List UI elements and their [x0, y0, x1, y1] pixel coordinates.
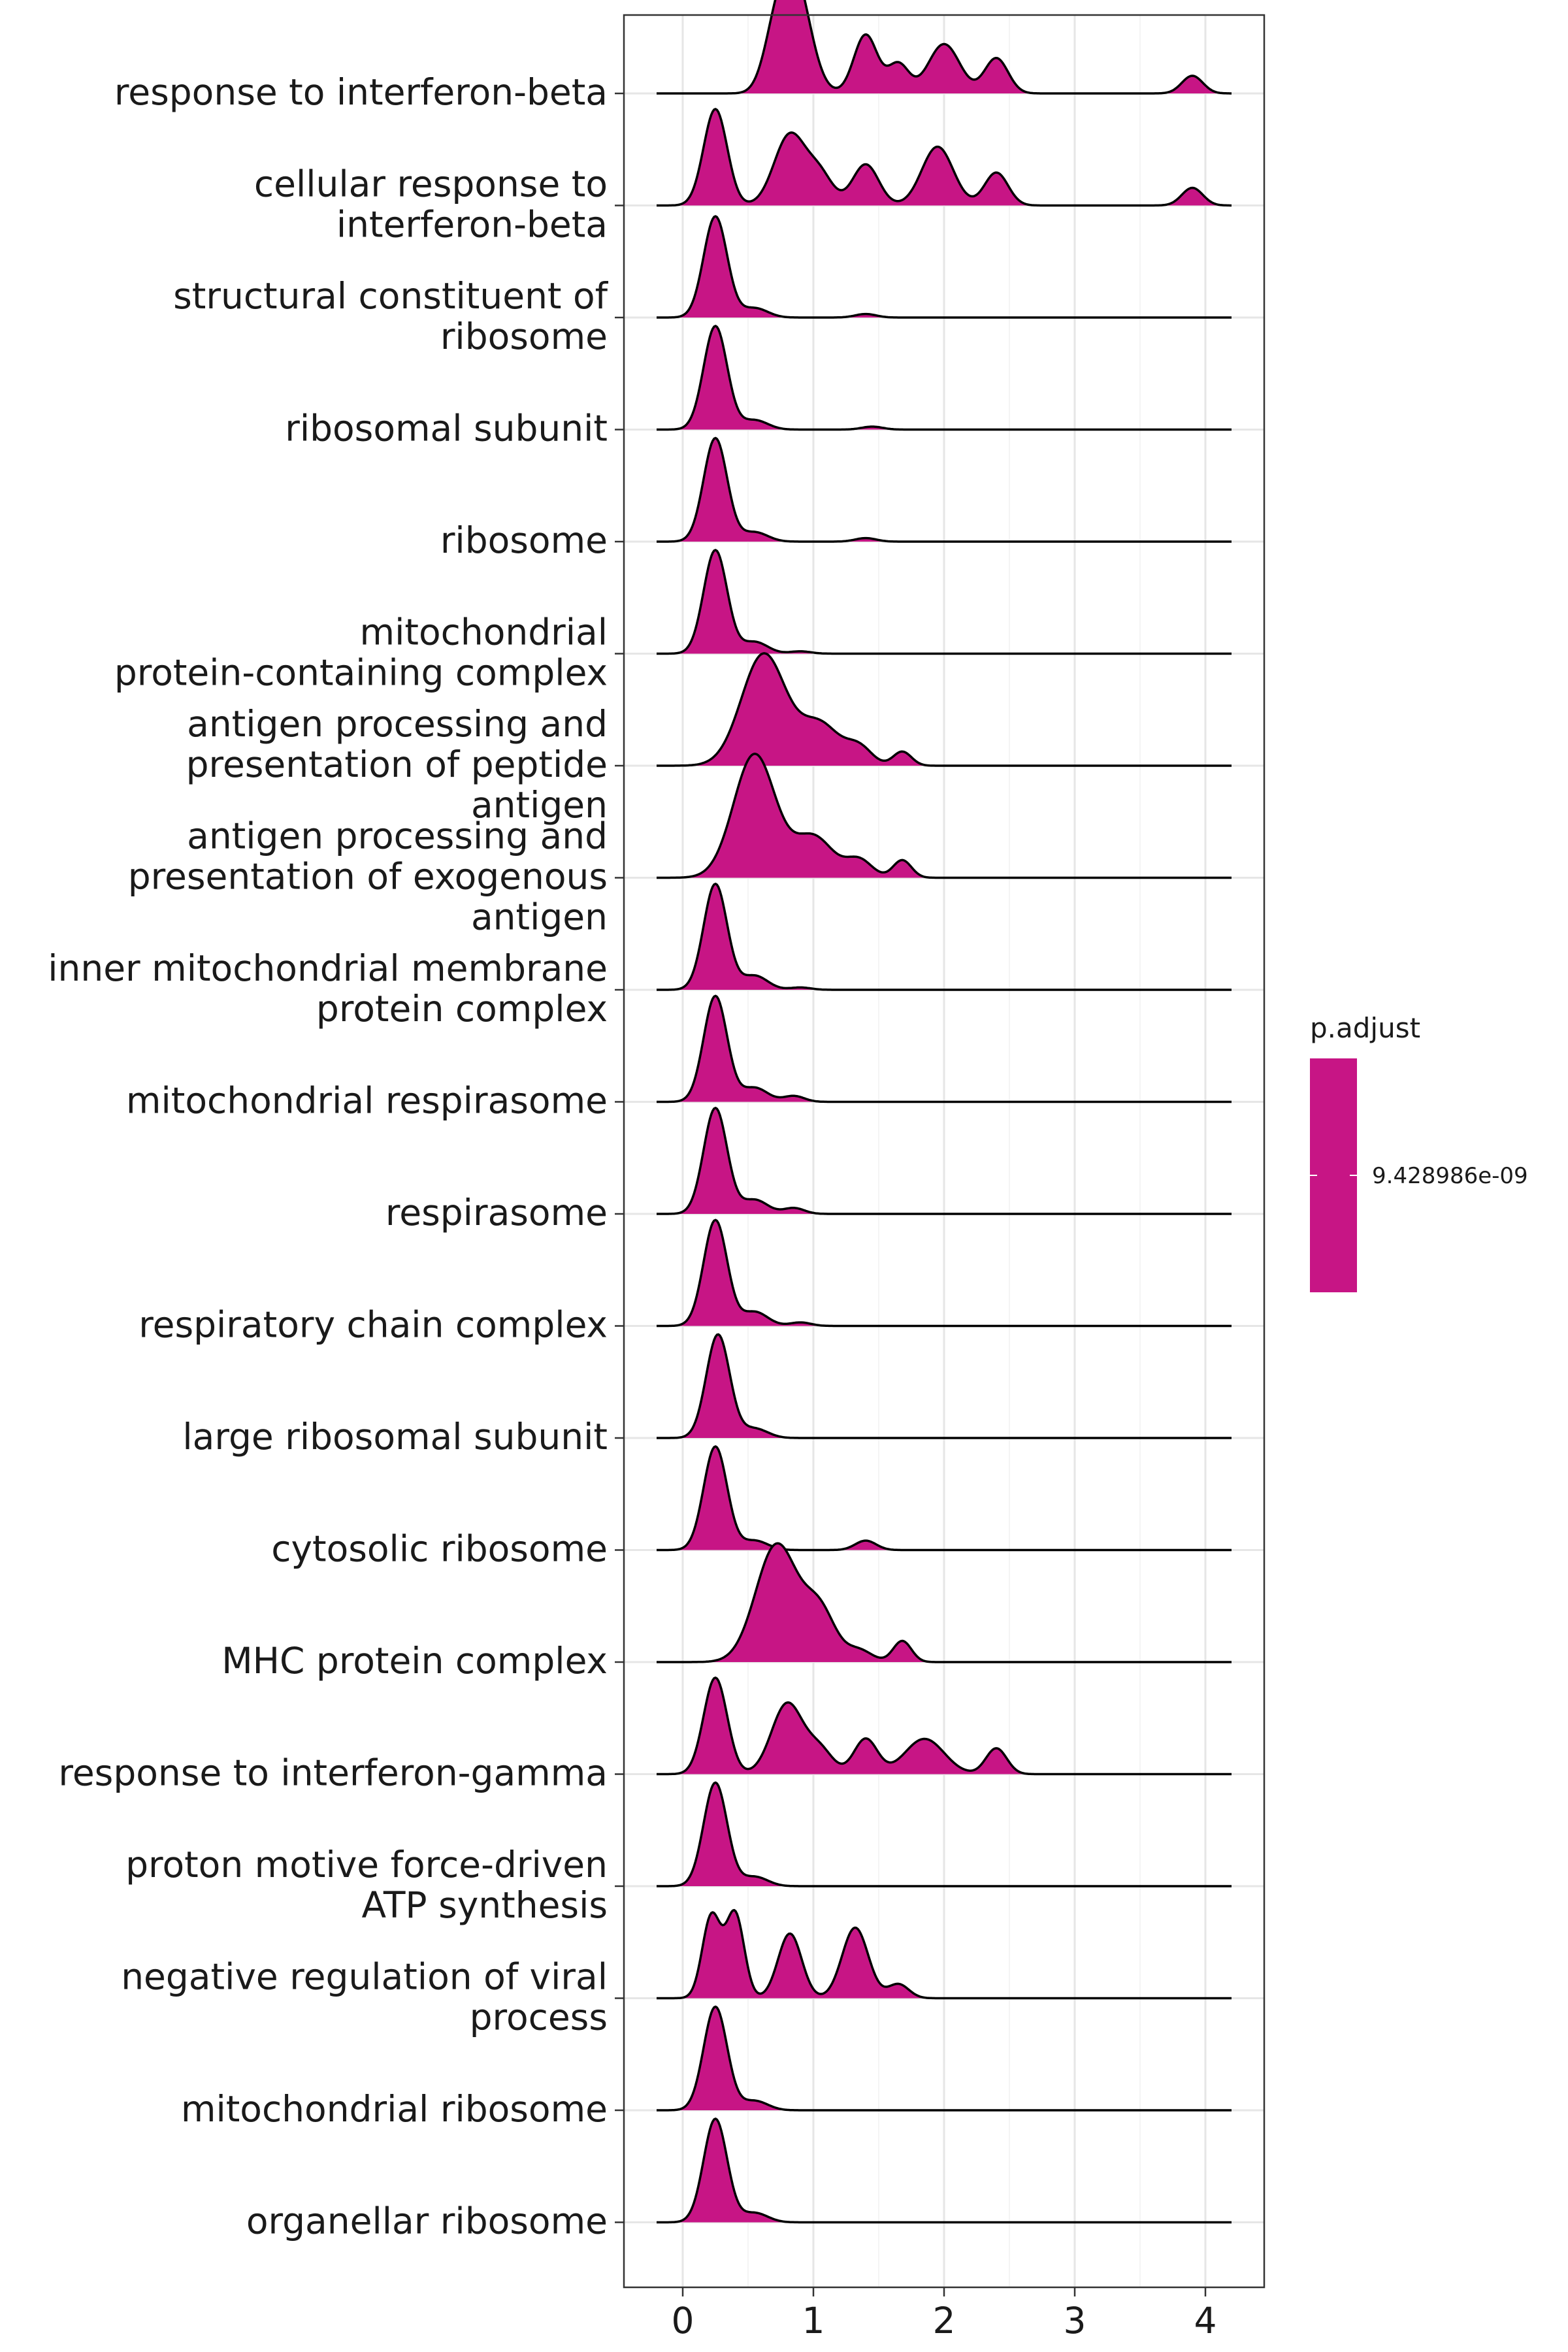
ridge-outline-0 — [657, 0, 1232, 95]
y-label-19: organellar ribosome — [246, 2200, 608, 2242]
ridge-12 — [657, 1333, 1232, 1439]
ridge-6 — [657, 652, 1232, 767]
y-label-2: structural constituent of ribosome — [173, 275, 608, 357]
ridge-9 — [657, 994, 1232, 1103]
ridge-11 — [657, 1218, 1232, 1328]
ridge-fill-8 — [657, 883, 1232, 990]
ridge-outline-6 — [657, 652, 1232, 767]
ridge-17 — [657, 1908, 1232, 2000]
ridge-13 — [657, 1445, 1232, 1552]
ridge-outline-11 — [657, 1218, 1232, 1328]
y-label-14: MHC protein complex — [221, 1640, 608, 1682]
ridge-fill-12 — [657, 1334, 1232, 1438]
ridge-outline-12 — [657, 1333, 1232, 1439]
ridge-outline-14 — [657, 1542, 1232, 1663]
ridge-outline-17 — [657, 1908, 1232, 2000]
ridge-series — [657, 0, 1232, 2224]
x-tick-label-3: 3 — [1064, 2300, 1086, 2342]
ridge-fill-0 — [657, 0, 1232, 93]
ridge-fill-9 — [657, 996, 1232, 1102]
y-label-12: large ribosomal subunit — [182, 1416, 608, 1458]
ridge-15 — [657, 1676, 1232, 1776]
ridge-outline-9 — [657, 994, 1232, 1103]
y-label-0: response to interferon-beta — [114, 71, 608, 113]
ridge-10 — [657, 1107, 1232, 1215]
y-label-17: negative regulation of viral process — [121, 1956, 608, 2038]
ridge-fill-4 — [657, 438, 1232, 542]
x-axis: 0 1 2 3 4 — [672, 2287, 1217, 2342]
ridge-fill-14 — [657, 1543, 1232, 1662]
ridge-fill-18 — [657, 2006, 1232, 2110]
ridge-fill-7 — [657, 753, 1232, 878]
ridge-5 — [657, 549, 1232, 655]
ridge-outline-15 — [657, 1676, 1232, 1776]
ridge-fill-10 — [657, 1107, 1232, 1214]
ridge-19 — [657, 2117, 1232, 2224]
y-label-3: ribosomal subunit — [285, 408, 608, 449]
legend-title: p.adjust — [1310, 1012, 1420, 1044]
y-label-18: mitochondrial ribosome — [181, 2088, 608, 2130]
ridge-fill-19 — [657, 2118, 1232, 2223]
y-label-7: antigen processing and presentation of ex… — [128, 815, 608, 938]
ridge-2 — [657, 215, 1232, 319]
ridge-7 — [657, 753, 1232, 879]
ridge-fill-3 — [657, 325, 1232, 430]
ridge-outline-4 — [657, 436, 1232, 543]
y-axis-labels: response to interferon-beta cellular resp… — [48, 71, 624, 2242]
ridge-outline-5 — [657, 549, 1232, 655]
y-label-15: response to interferon-gamma — [58, 1752, 608, 1794]
y-label-13: cytosolic ribosome — [271, 1528, 608, 1570]
ridge-3 — [657, 325, 1232, 431]
ridge-outline-13 — [657, 1445, 1232, 1552]
ridge-fill-15 — [657, 1677, 1232, 1774]
y-label-16: proton motive force-driven ATP synthesis — [125, 1844, 608, 1926]
ridge-fill-6 — [657, 653, 1232, 766]
legend: p.adjust 9.428986e-09 — [1310, 1012, 1528, 1292]
ridge-outline-2 — [657, 215, 1232, 319]
ridge-outline-8 — [657, 883, 1232, 991]
y-label-5: mitochondrial protein-containing complex — [114, 612, 608, 694]
ridge-fill-1 — [657, 108, 1232, 206]
ridge-outline-18 — [657, 2005, 1232, 2112]
ridge-0 — [657, 0, 1232, 95]
ridge-outline-10 — [657, 1107, 1232, 1215]
x-tick-label-4: 4 — [1194, 2300, 1217, 2342]
legend-colorbar — [1310, 1058, 1357, 1292]
ridge-fill-2 — [657, 216, 1232, 318]
ridge-16 — [657, 1781, 1232, 1887]
y-label-1: cellular response to interferon-beta — [254, 163, 608, 246]
ridge-fill-17 — [657, 1910, 1232, 1999]
ridge-outline-16 — [657, 1781, 1232, 1887]
ridge-outline-7 — [657, 753, 1232, 879]
ridge-fill-16 — [657, 1782, 1232, 1886]
y-label-8: inner mitochondrial membrane protein comp… — [48, 947, 608, 1030]
ridge-fill-13 — [657, 1446, 1232, 1550]
ridge-fill-5 — [657, 549, 1232, 654]
ridge-outline-3 — [657, 325, 1232, 431]
y-label-9: mitochondrial respirasome — [126, 1080, 608, 1122]
x-tick-label-1: 1 — [802, 2300, 825, 2342]
ridge-14 — [657, 1542, 1232, 1663]
ridge-8 — [657, 883, 1232, 991]
x-tick-label-2: 2 — [933, 2300, 956, 2342]
ridge-4 — [657, 436, 1232, 543]
y-label-4: ribosome — [440, 519, 608, 561]
ridge-18 — [657, 2005, 1232, 2112]
ridge-outline-1 — [657, 108, 1232, 207]
x-tick-label-0: 0 — [672, 2300, 694, 2342]
legend-label-0: 9.428986e-09 — [1372, 1163, 1528, 1189]
ridge-fill-11 — [657, 1220, 1232, 1326]
y-label-11: respiratory chain complex — [139, 1304, 608, 1346]
y-label-10: respirasome — [385, 1192, 608, 1233]
y-label-6: antigen processing and presentation of pe… — [186, 703, 608, 826]
ridge-1 — [657, 108, 1232, 207]
ridge-outline-19 — [657, 2117, 1232, 2224]
